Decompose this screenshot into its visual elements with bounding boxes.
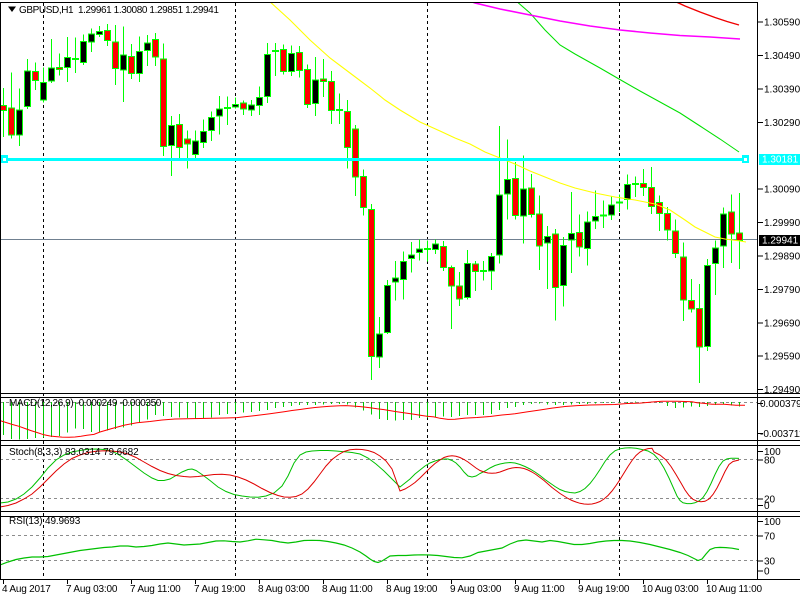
svg-text:30: 30 — [764, 557, 776, 568]
svg-text:1.30490: 1.30490 — [764, 51, 800, 62]
svg-text:1.30590: 1.30590 — [764, 18, 800, 29]
svg-text:1.30390: 1.30390 — [764, 85, 800, 96]
svg-text:100: 100 — [764, 517, 781, 528]
svg-text:9 Aug 19:00: 9 Aug 19:00 — [578, 584, 630, 595]
svg-text:7 Aug 03:00: 7 Aug 03:00 — [66, 584, 118, 595]
svg-text:0: 0 — [764, 567, 770, 578]
svg-text:RSI(13) 49.9693: RSI(13) 49.9693 — [9, 516, 81, 527]
svg-text:1.29990: 1.29990 — [764, 218, 800, 229]
svg-text:-0.003711: -0.003711 — [760, 429, 800, 440]
svg-text:10 Aug 11:00: 10 Aug 11:00 — [706, 584, 762, 595]
svg-text:9 Aug 03:00: 9 Aug 03:00 — [450, 584, 502, 595]
svg-text:80: 80 — [764, 456, 776, 467]
svg-text:7 Aug 19:00: 7 Aug 19:00 — [194, 584, 246, 595]
svg-text:0: 0 — [764, 501, 770, 512]
svg-text:20: 20 — [764, 495, 776, 506]
svg-text:MACD(12,26,9) -0.000249 -0.000: MACD(12,26,9) -0.000249 -0.000350 — [9, 398, 162, 409]
svg-text:1.30181: 1.30181 — [762, 155, 799, 166]
svg-text:1.29690: 1.29690 — [764, 318, 800, 329]
svg-text:8 Aug 19:00: 8 Aug 19:00 — [386, 584, 438, 595]
svg-text:8 Aug 11:00: 8 Aug 11:00 — [322, 584, 373, 595]
svg-text:1.29941: 1.29941 — [762, 236, 799, 247]
svg-text:1.29790: 1.29790 — [764, 285, 800, 296]
svg-text:1.29890: 1.29890 — [764, 252, 800, 263]
svg-text:1.30290: 1.30290 — [764, 118, 800, 129]
svg-text:100: 100 — [764, 447, 781, 458]
svg-text:4 Aug 2017: 4 Aug 2017 — [2, 584, 51, 595]
svg-text:9 Aug 11:00: 9 Aug 11:00 — [514, 584, 565, 595]
svg-text:8 Aug 03:00: 8 Aug 03:00 — [258, 584, 310, 595]
svg-text:1.29590: 1.29590 — [764, 352, 800, 363]
svg-text:Stoch(8,3,3) 83.0314 79.6682: Stoch(8,3,3) 83.0314 79.6682 — [9, 447, 139, 458]
svg-text:7 Aug 11:00: 7 Aug 11:00 — [130, 584, 181, 595]
svg-text:70: 70 — [764, 532, 776, 543]
svg-text:GBPUSD,H1 1.29961 1.30080 1.2: GBPUSD,H1 1.29961 1.30080 1.29851 1.2994… — [19, 5, 219, 16]
svg-text:1.29490: 1.29490 — [764, 385, 800, 396]
svg-text:10 Aug 03:00: 10 Aug 03:00 — [642, 584, 699, 595]
svg-text:0.000379: 0.000379 — [760, 399, 800, 410]
svg-text:1.30090: 1.30090 — [764, 185, 800, 196]
